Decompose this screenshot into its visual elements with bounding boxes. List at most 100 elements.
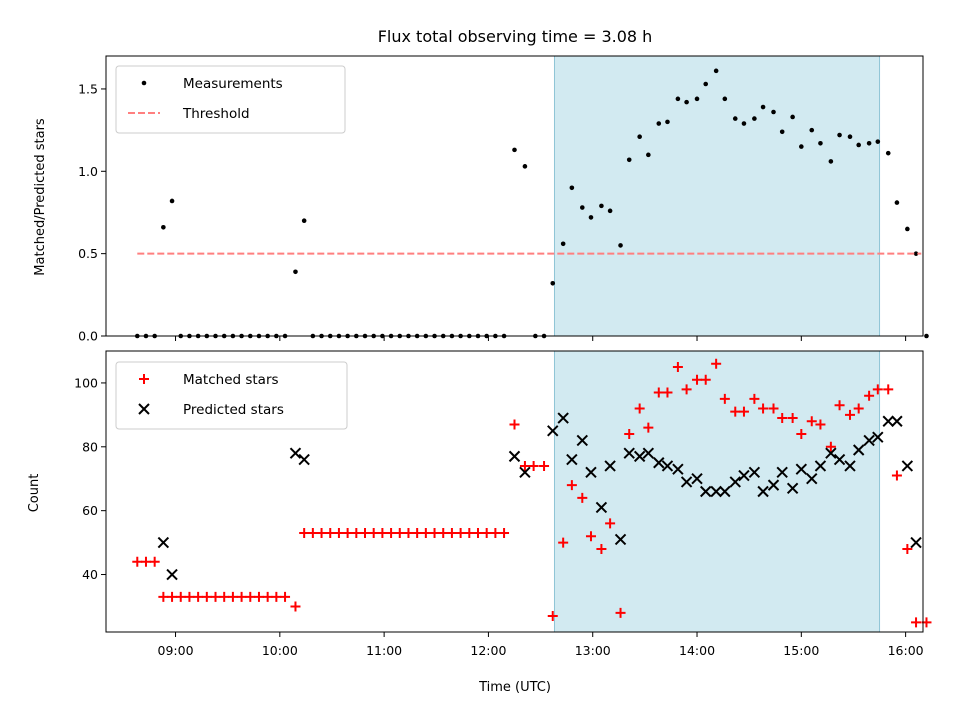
series-matched-stars bbox=[132, 358, 932, 628]
data-point bbox=[605, 518, 616, 529]
data-point bbox=[342, 528, 353, 539]
data-point bbox=[815, 419, 826, 430]
data-point bbox=[719, 485, 731, 498]
data-point bbox=[420, 528, 431, 539]
data-point bbox=[429, 528, 440, 539]
data-point bbox=[446, 528, 457, 539]
data-point bbox=[596, 543, 607, 554]
data-point bbox=[894, 200, 900, 205]
data-point bbox=[752, 116, 757, 121]
data-point bbox=[738, 469, 750, 482]
data-point bbox=[883, 384, 894, 395]
data-point bbox=[301, 218, 307, 224]
data-point bbox=[325, 528, 336, 539]
data-point bbox=[760, 104, 766, 110]
plot-frame bbox=[105, 55, 924, 337]
data-point bbox=[749, 393, 760, 404]
data-point bbox=[662, 387, 673, 398]
data-point bbox=[161, 224, 166, 230]
data-point bbox=[864, 390, 875, 401]
legend-label: Matched stars bbox=[183, 372, 279, 388]
data-point bbox=[166, 568, 178, 581]
data-point bbox=[633, 450, 646, 463]
data-point bbox=[595, 501, 608, 514]
data-point bbox=[684, 99, 689, 105]
data-point bbox=[219, 591, 230, 602]
x-tick-label: 10:00 bbox=[262, 643, 298, 658]
data-point bbox=[730, 406, 741, 417]
data-point bbox=[290, 601, 301, 612]
data-point bbox=[711, 358, 722, 369]
data-point bbox=[710, 485, 722, 498]
data-point bbox=[844, 409, 855, 420]
data-point bbox=[577, 492, 588, 503]
data-point bbox=[626, 157, 632, 163]
data-point bbox=[569, 185, 575, 191]
data-point bbox=[758, 403, 769, 414]
data-point bbox=[307, 528, 318, 539]
data-point bbox=[236, 591, 247, 602]
data-point bbox=[656, 121, 662, 126]
data-point bbox=[852, 444, 865, 456]
data-point bbox=[809, 127, 815, 133]
data-point bbox=[833, 453, 846, 466]
plot-frame bbox=[105, 350, 924, 633]
data-point bbox=[519, 466, 531, 479]
data-point bbox=[924, 333, 929, 339]
data-point bbox=[853, 403, 864, 414]
y-tick-label: 0.5 bbox=[78, 246, 98, 261]
data-point bbox=[672, 463, 684, 475]
data-point bbox=[512, 147, 517, 153]
data-point bbox=[412, 528, 423, 539]
data-point bbox=[519, 460, 530, 471]
data-point bbox=[528, 460, 539, 471]
count-panel: 40 60 80 100 09:00 10:00 11:00 12:00 13:00 14:00 1… bbox=[74, 350, 932, 658]
x-axis-label: Time (UTC) bbox=[478, 680, 551, 695]
data-point bbox=[680, 476, 693, 488]
data-point bbox=[646, 152, 651, 158]
data-point bbox=[913, 251, 919, 256]
x-tick-label: 16:00 bbox=[888, 643, 924, 658]
data-point bbox=[377, 528, 388, 539]
data-point bbox=[837, 132, 842, 138]
legend-label: Predicted stars bbox=[183, 402, 284, 418]
data-point bbox=[828, 159, 834, 164]
legend-marker bbox=[141, 80, 147, 86]
data-point bbox=[576, 434, 589, 447]
data-point bbox=[806, 416, 817, 427]
top-y-axis-label: Matched/Predicted stars bbox=[33, 118, 48, 276]
data-point bbox=[490, 528, 501, 539]
data-point bbox=[175, 591, 186, 602]
data-point bbox=[607, 208, 613, 214]
data-point bbox=[508, 450, 521, 463]
legend-marker bbox=[139, 374, 149, 384]
data-point bbox=[588, 215, 594, 220]
data-point bbox=[149, 556, 160, 567]
data-point bbox=[768, 403, 779, 414]
data-point bbox=[547, 611, 558, 622]
legend-label: Threshold bbox=[182, 106, 250, 122]
data-point bbox=[262, 591, 273, 602]
data-point bbox=[814, 460, 827, 472]
data-point bbox=[665, 119, 670, 125]
data-point bbox=[455, 528, 466, 539]
data-point bbox=[599, 203, 604, 209]
data-point bbox=[169, 198, 175, 204]
data-point bbox=[509, 419, 520, 430]
legend: Matched stars Predicted stars bbox=[115, 361, 348, 430]
data-point bbox=[481, 528, 492, 539]
y-tick-label: 100 bbox=[74, 375, 98, 390]
data-point bbox=[566, 453, 578, 466]
data-point bbox=[700, 374, 711, 385]
data-point bbox=[558, 537, 569, 548]
data-point bbox=[910, 536, 922, 549]
data-point bbox=[681, 384, 692, 395]
data-point bbox=[779, 129, 785, 135]
series-predicted-stars bbox=[157, 412, 922, 581]
data-point bbox=[672, 361, 683, 372]
data-point bbox=[618, 243, 623, 248]
data-point bbox=[863, 434, 875, 447]
y-tick-label: 0.0 bbox=[78, 329, 98, 344]
data-point bbox=[806, 473, 818, 485]
